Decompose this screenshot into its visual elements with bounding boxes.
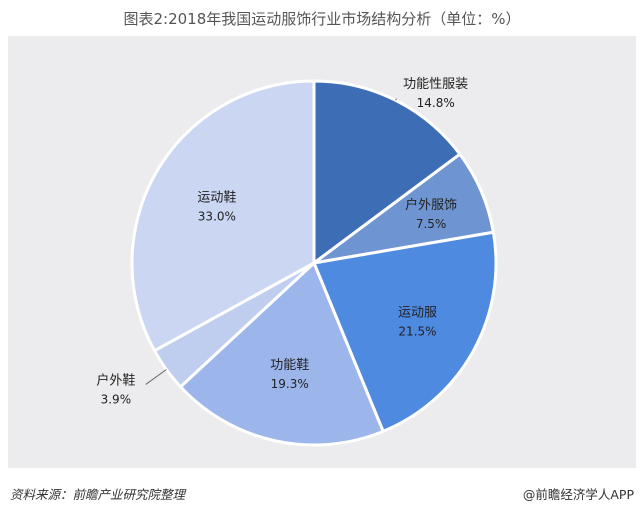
leader-line: [395, 98, 397, 101]
pie-slice: [178, 260, 386, 447]
credit-note: @前瞻经济学人APP: [522, 487, 634, 502]
pie-slice: [130, 79, 316, 353]
leader-line: [145, 369, 167, 385]
chart-title: 图表2:2018年我国运动服饰行业市场结构分析（单位：%）: [123, 10, 521, 28]
source-note: 资料来源：前瞻产业研究院整理: [10, 487, 186, 502]
slice-value-label: 33.0%: [198, 210, 236, 224]
pie-slice: [311, 230, 498, 434]
pie-chart: 功能性服装 14.8% 户外服饰 7.5% 运动服 21.5% 功能鞋 19.3% 户外鞋 3.9…: [96, 77, 498, 447]
slice-value-label: 19.3%: [271, 377, 309, 391]
slice-label: 运动鞋: [197, 190, 236, 206]
slice-label: 功能性服装: [403, 77, 468, 92]
slice-label: 户外鞋: [96, 373, 135, 389]
slice-label: 功能鞋: [270, 357, 309, 373]
slice-value-label: 3.9%: [101, 393, 132, 407]
slice-label: 运动服: [398, 305, 437, 320]
plot-area: 功能性服装 14.8% 户外服饰 7.5% 运动服 21.5% 功能鞋 19.3% 户外鞋 3.9…: [8, 36, 636, 468]
slice-value-label: 7.5%: [416, 217, 447, 231]
slice-label: 户外服饰: [405, 197, 457, 213]
slice-value-label: 21.5%: [398, 324, 436, 338]
slice-value-label: 14.8%: [417, 96, 455, 110]
